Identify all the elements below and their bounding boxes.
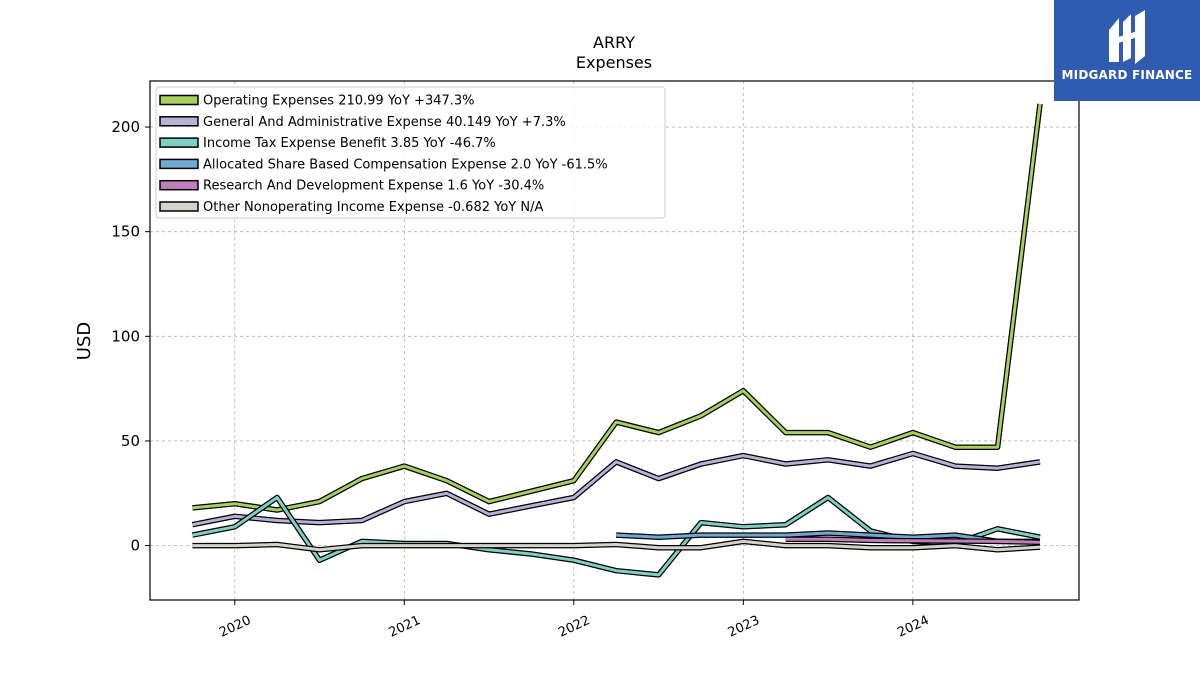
legend-swatch xyxy=(159,94,199,106)
brand-name: MIDGARD FINANCE xyxy=(1061,68,1193,82)
legend-item: Income Tax Expense Benefit 3.85 YoY -46.… xyxy=(159,136,496,151)
legend-label: General And Administrative Expense 40.14… xyxy=(203,115,566,130)
x-tick-label: 2020 xyxy=(217,613,253,641)
chart-subtitle: Expenses xyxy=(576,53,652,72)
midgard-logo-icon xyxy=(1109,10,1145,64)
legend-item: Research And Development Expense 1.6 YoY… xyxy=(159,179,544,194)
legend-label: Operating Expenses 210.99 YoY +347.3% xyxy=(203,94,475,109)
legend-swatch xyxy=(159,158,199,170)
legend-box xyxy=(155,86,666,219)
legend: Operating Expenses 210.99 YoY +347.3% Gen… xyxy=(155,86,666,219)
x-axis-ticks: 2020 2021 2022 2023 2024 xyxy=(217,600,932,641)
legend-label: Research And Development Expense 1.6 YoY… xyxy=(203,179,544,194)
series-line-stroke xyxy=(785,537,1041,544)
series-line-stroke xyxy=(192,103,1042,512)
plot-frame xyxy=(149,80,1080,601)
y-tick-label: 200 xyxy=(111,118,140,136)
legend-item: Allocated Share Based Compensation Expen… xyxy=(159,157,608,172)
series-line-stroke xyxy=(616,531,1040,543)
x-tick-label: 2021 xyxy=(387,613,423,641)
legend-label: Income Tax Expense Benefit 3.85 YoY -46.… xyxy=(203,136,496,151)
legend-item: General And Administrative Expense 40.14… xyxy=(159,115,566,130)
series-lines xyxy=(191,103,1043,578)
y-tick-label: 0 xyxy=(130,537,140,555)
chart-title: ARRY xyxy=(593,33,635,52)
y-tick-label: 100 xyxy=(111,327,140,345)
series-line xyxy=(192,103,1043,513)
legend-swatch xyxy=(159,116,199,127)
x-tick-label: 2024 xyxy=(895,613,931,641)
series-line-stroke xyxy=(192,452,1041,527)
legend-item: Other Nonoperating Income Expense -0.682… xyxy=(159,200,543,215)
legend-label: Other Nonoperating Income Expense -0.682… xyxy=(203,200,543,215)
legend-label: Allocated Share Based Compensation Expen… xyxy=(203,157,608,172)
y-tick-label: 150 xyxy=(111,223,140,241)
y-axis-label: USD xyxy=(74,322,95,360)
legend-item: Operating Expenses 210.99 YoY +347.3% xyxy=(159,94,475,109)
y-axis-ticks: 0 50 100 150 200 xyxy=(111,118,150,555)
series-line-stroke xyxy=(192,539,1041,552)
y-tick-label: 50 xyxy=(121,432,140,450)
series-line xyxy=(192,538,1041,553)
series-line xyxy=(616,530,1040,545)
legend-swatch xyxy=(159,201,199,212)
series-line xyxy=(785,536,1041,545)
series-line xyxy=(191,450,1041,528)
x-tick-label: 2023 xyxy=(726,613,762,641)
legend-swatch xyxy=(159,137,199,148)
x-tick-label: 2022 xyxy=(556,613,592,641)
midgard-finance-logo: MIDGARD FINANCE xyxy=(1054,0,1200,101)
legend-swatch xyxy=(159,179,199,191)
